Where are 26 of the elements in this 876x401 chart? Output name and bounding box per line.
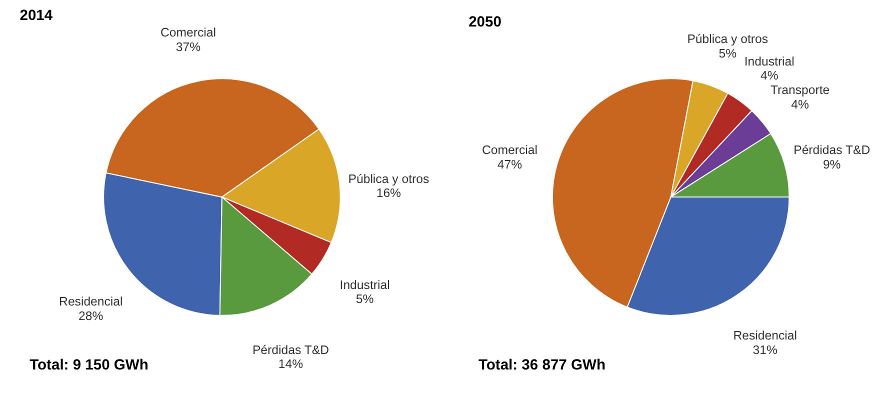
data-label: 28%	[78, 308, 104, 323]
data-label: 5%	[718, 46, 737, 60]
slice-label: Pública y otros	[687, 32, 768, 46]
data-label: 16%	[376, 186, 402, 200]
slice-label: Comercial	[160, 26, 216, 40]
data-label: 5%	[356, 292, 374, 306]
text: Total: 36 877 GWh	[478, 358, 606, 374]
slice-label: Transporte	[770, 83, 830, 98]
data-label: 31%	[752, 342, 778, 357]
data-label: 4%	[760, 68, 778, 83]
data-label: 4%	[791, 97, 809, 112]
chart-title: 2014	[20, 8, 54, 24]
data-label: 47%	[497, 158, 522, 172]
slice-label: Industrial	[340, 278, 390, 292]
slice-label: Pérdidas T&D	[794, 143, 870, 158]
data-label: 37%	[176, 40, 201, 54]
slice-label: Residencial	[733, 328, 797, 343]
slice-label: Industrial	[744, 54, 794, 68]
slice-label: Pérdidas T&D	[252, 342, 330, 357]
chart-title: 2050	[468, 14, 502, 30]
data-label: 14%	[278, 357, 304, 372]
slice-label: Pública y otros	[348, 172, 430, 186]
slice-label: Residencial	[59, 294, 123, 309]
slice-label: Comercial	[482, 143, 538, 158]
text: Total: 9 150 GWh	[30, 358, 148, 374]
data-label: 9%	[822, 158, 841, 172]
